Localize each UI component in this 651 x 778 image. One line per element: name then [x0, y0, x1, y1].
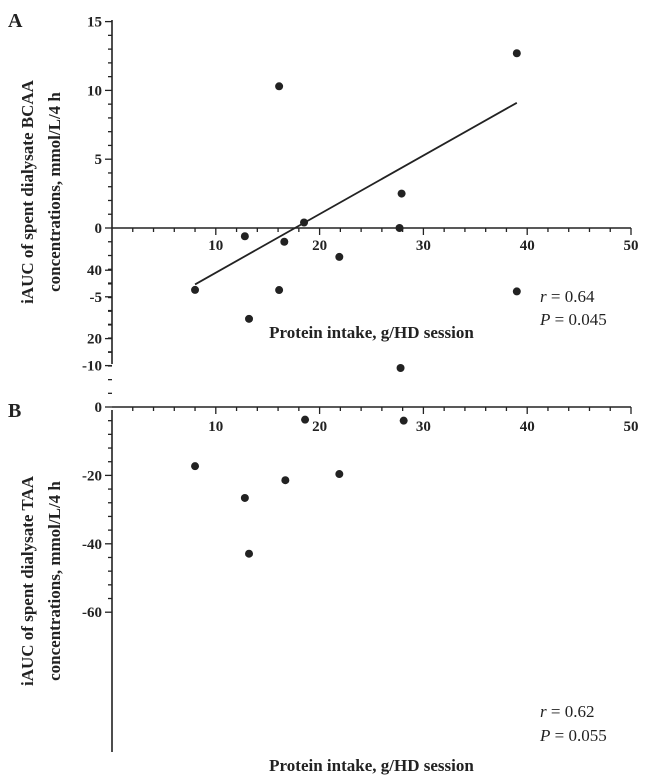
data-point: [399, 416, 408, 425]
data-point: [301, 415, 310, 424]
r-value: = 0.64: [547, 287, 595, 306]
r-symbol: r: [540, 702, 547, 721]
data-point: [396, 364, 405, 373]
y-tick-label: 20: [87, 332, 102, 348]
y-tick-label: 5: [95, 152, 103, 168]
y-axis-title-line1: iAUC of spent dialysate TAA: [18, 475, 37, 686]
p-annotation: P = 0.055: [539, 726, 607, 745]
data-point: [240, 232, 249, 241]
data-point: [191, 285, 200, 294]
x-tick-label: 40: [520, 238, 535, 254]
p-value: = 0.045: [550, 310, 606, 329]
data-point: [300, 218, 309, 227]
panel-label: A: [8, 10, 23, 32]
x-axis-title: Protein intake, g/HD session: [269, 756, 474, 775]
x-tick-label: 30: [416, 238, 431, 254]
r-annotation: r = 0.64: [540, 287, 595, 306]
y-axis-title-line2: concentrations, mmol/L/4 h: [45, 481, 64, 681]
data-point: [397, 189, 406, 198]
data-point: [335, 252, 344, 261]
p-symbol: P: [539, 310, 550, 329]
y-axis-title-line2: concentrations, mmol/L/4 h: [45, 92, 64, 292]
y-tick-label: 0: [95, 221, 103, 237]
x-tick-label: 10: [208, 238, 223, 254]
data-point: [335, 470, 344, 479]
x-tick-label: 40: [520, 419, 535, 435]
y-axis-title-line1: iAUC of spent dialysate BCAA: [18, 79, 37, 304]
x-tick-label: 10: [208, 419, 223, 435]
x-tick-label: 20: [312, 238, 327, 254]
data-point: [240, 493, 249, 502]
y-tick-label: -5: [90, 290, 103, 306]
x-axis-title: Protein intake, g/HD session: [269, 323, 474, 342]
y-tick-label: 15: [87, 15, 102, 31]
y-tick-label: -10: [82, 359, 102, 375]
data-point: [512, 49, 521, 58]
data-point: [281, 476, 290, 485]
y-tick-label: -60: [82, 605, 102, 621]
data-point: [245, 314, 254, 323]
x-tick-label: 20: [312, 419, 327, 435]
panel-label: B: [8, 400, 21, 422]
y-tick-label: -20: [82, 468, 102, 484]
data-point: [512, 287, 521, 296]
data-point: [395, 224, 404, 232]
y-tick-label: -40: [82, 537, 102, 553]
data-point: [245, 549, 254, 558]
r-value: = 0.62: [547, 702, 595, 721]
y-tick-label: 40: [87, 263, 102, 279]
p-value: = 0.055: [550, 726, 606, 745]
r-symbol: r: [540, 287, 547, 306]
data-point: [280, 237, 289, 246]
r-annotation: r = 0.62: [540, 702, 594, 721]
p-symbol: P: [539, 726, 550, 745]
y-tick-label: 10: [87, 83, 102, 99]
x-tick-label: 30: [416, 419, 431, 435]
data-point: [275, 82, 284, 91]
x-tick-label: 50: [624, 238, 639, 254]
data-point: [191, 462, 200, 471]
y-tick-label: 0: [95, 400, 103, 416]
data-point: [275, 286, 284, 295]
regression-line: [194, 102, 518, 286]
x-tick-label: 50: [624, 419, 639, 435]
p-annotation: P = 0.045: [539, 310, 607, 329]
